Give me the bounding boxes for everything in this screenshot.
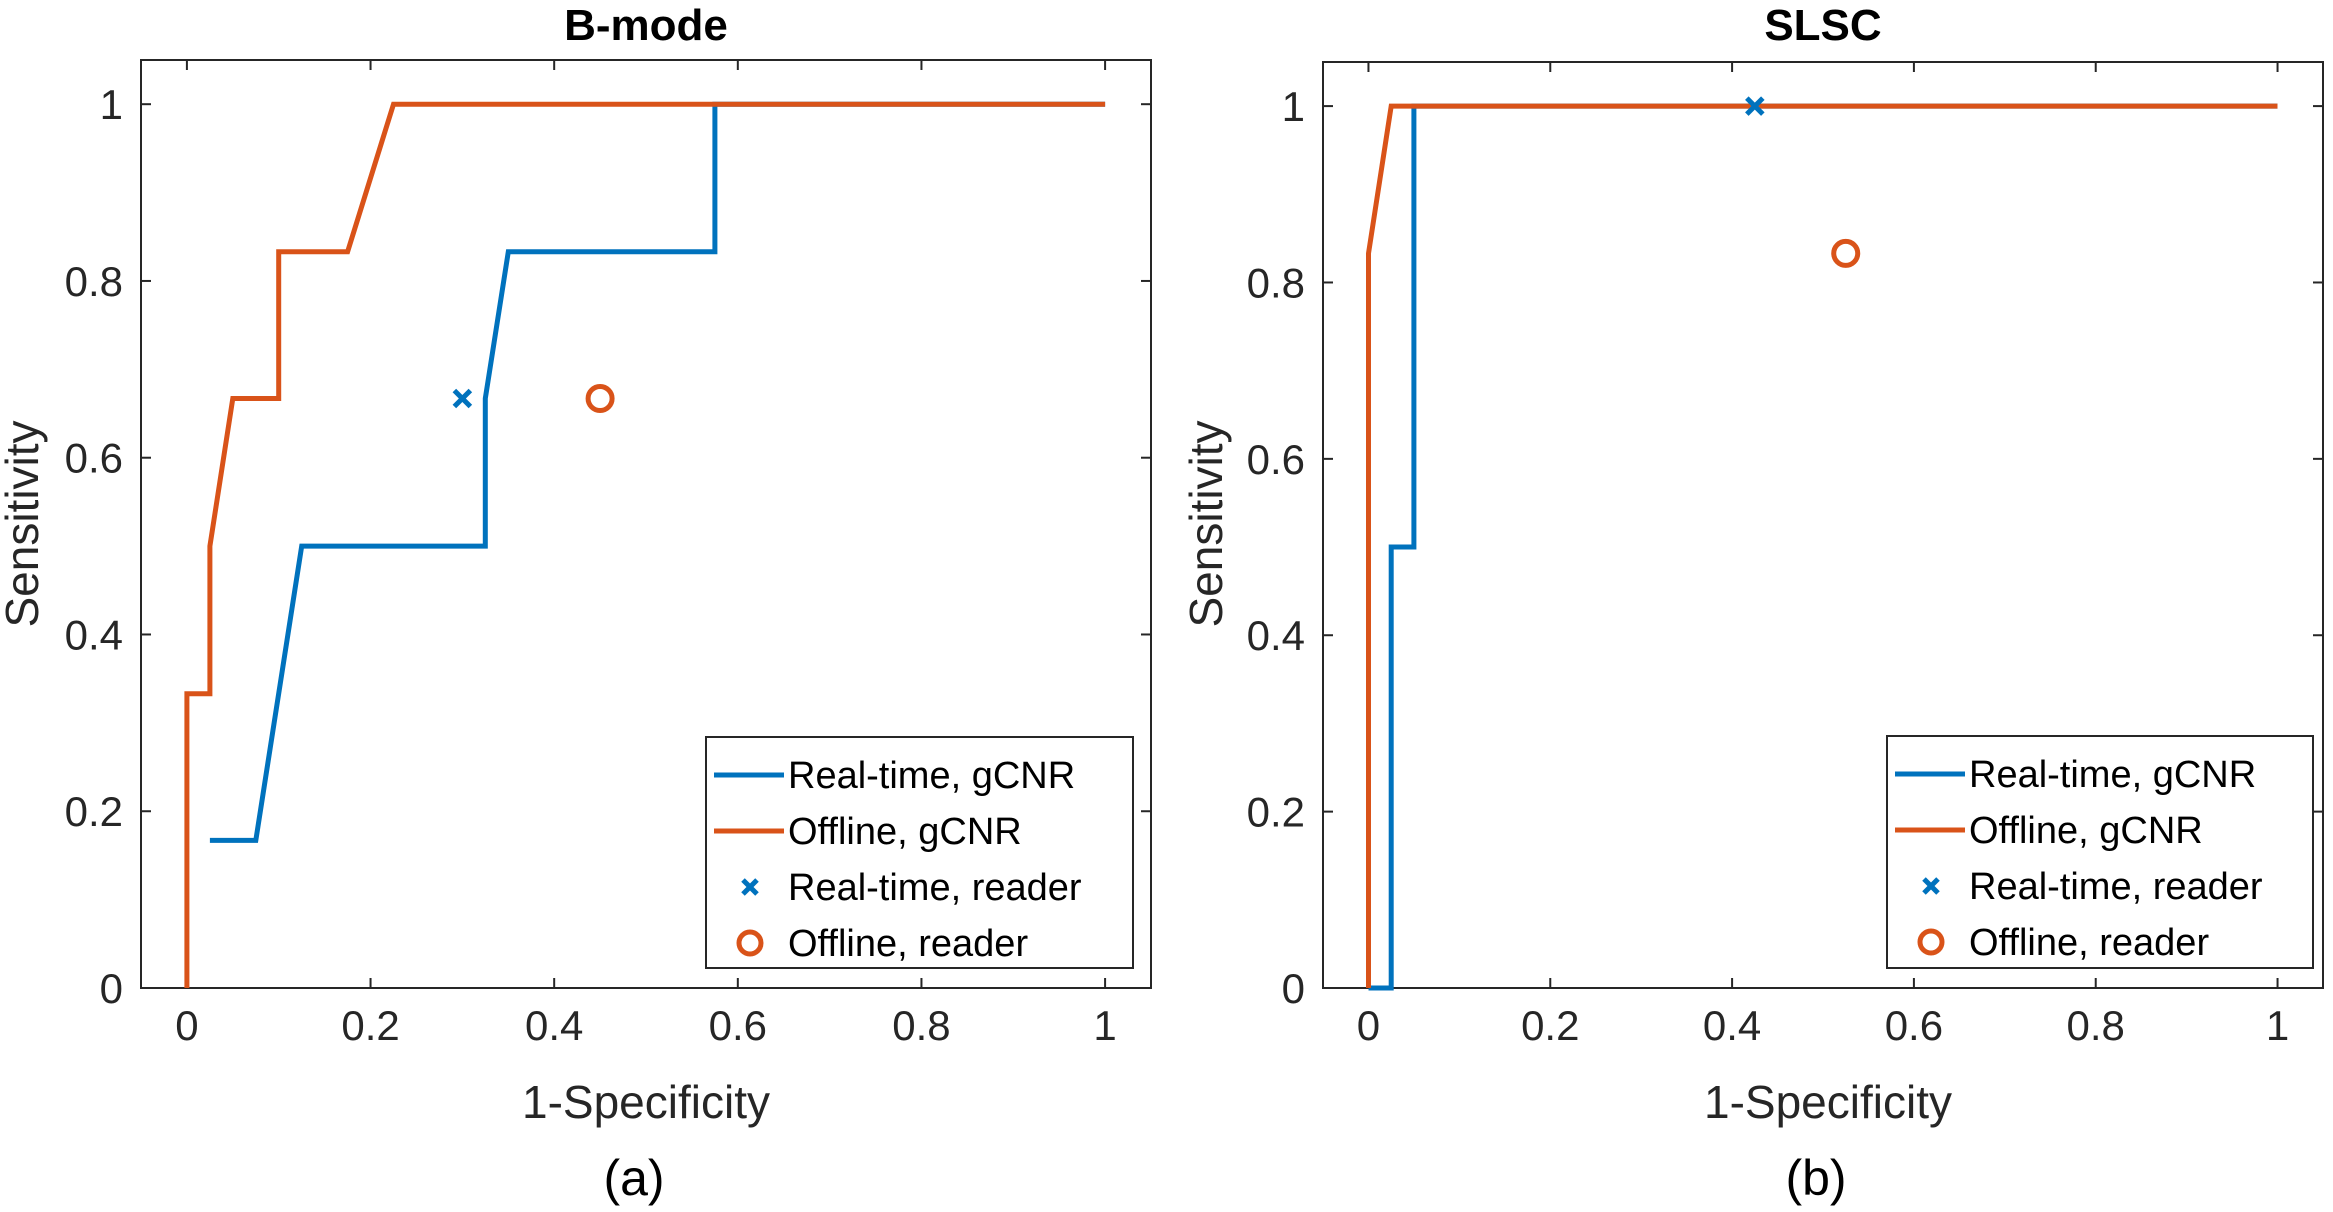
legend-x-marker-icon [1922, 877, 1940, 895]
legend-label: Offline, gCNR [1969, 810, 2203, 852]
panel-b-title: SLSC [1764, 1, 1881, 50]
panel-b-xlabel: 1-Specificity [1704, 1076, 1952, 1128]
y-tick-label: 0.4 [1247, 612, 1305, 659]
x-tick-label: 0.6 [709, 1002, 767, 1049]
legend-circle-marker-icon [1917, 928, 1945, 956]
panel-b-ylabel: Sensitivity [1180, 420, 1232, 627]
panel-a-ylabel: Sensitivity [0, 420, 48, 627]
y-tick-label: 1 [100, 81, 123, 128]
legend-label: Offline, gCNR [788, 811, 1022, 853]
y-tick-label: 0.6 [1247, 436, 1305, 483]
y-tick-label: 0.2 [1247, 789, 1305, 836]
x-tick-label: 0 [175, 1002, 198, 1049]
real-time-reader-marker [1745, 96, 1765, 116]
y-tick-label: 0.8 [65, 258, 123, 305]
x-tick-label: 0 [1357, 1002, 1380, 1049]
x-tick-label: 0.2 [1521, 1002, 1579, 1049]
panel-a-title: B-mode [564, 1, 728, 50]
legend-entry: Real-time, gCNR [1895, 754, 2256, 796]
offline-reader-marker [585, 383, 615, 413]
y-tick-label: 0.2 [65, 788, 123, 835]
panel-b-plot-area: 0 0.2 0.4 0.6 0.8 1 0 0.2 0.4 0.6 0.8 1 Real-time, g… [1247, 61, 2324, 1049]
panel-a-bmode: B-mode 0 0.2 0.4 0.6 0.8 1 0 0.2 0.4 0.6 0.8 1 Real-… [0, 1, 1152, 1206]
y-tick-label: 0.4 [65, 611, 123, 658]
x-tick-label: 0.2 [341, 1002, 399, 1049]
legend-entry: Offline, gCNR [714, 811, 1022, 853]
y-tick-label: 1 [1282, 83, 1305, 130]
legend-label: Real-time, gCNR [1969, 754, 2256, 796]
panel-a-xlabel: 1-Specificity [522, 1076, 770, 1128]
y-tick-label: 0 [1282, 965, 1305, 1012]
legend-entry: Offline, reader [1917, 922, 2209, 964]
x-tick-label: 0.8 [892, 1002, 950, 1049]
y-tick-label: 0.8 [1247, 259, 1305, 306]
y-tick-label: 0 [100, 965, 123, 1012]
legend-label: Offline, reader [788, 923, 1028, 965]
legend-label: Offline, reader [1969, 922, 2209, 964]
legend-label: Real-time, gCNR [788, 755, 1075, 797]
legend-entry: Offline, reader [736, 923, 1028, 965]
legend-entry: Offline, gCNR [1895, 810, 2203, 852]
roc-curve-real-time-gcnr [209, 101, 1106, 843]
legend: Real-time, gCNR Offline, gCNR Real-time, r… [705, 736, 1134, 969]
legend-label: Real-time, reader [788, 867, 1082, 909]
roc-curve-offline-gcnr [1366, 103, 2278, 988]
offline-reader-marker [1831, 238, 1861, 268]
x-tick-label: 1 [1093, 1002, 1116, 1049]
legend-entry: Real-time, reader [741, 867, 1082, 909]
legend-entry: Real-time, reader [1922, 866, 2263, 908]
panel-b-slsc: SLSC 0 0.2 0.4 0.6 0.8 1 0 0.2 0.4 0.6 0.8 1 Real-ti… [1180, 1, 2324, 1206]
legend: Real-time, gCNR Offline, gCNR Real-time, r… [1886, 735, 2314, 969]
roc-curve-offline-gcnr [184, 101, 1106, 988]
legend-entry: Real-time, gCNR [714, 755, 1075, 797]
x-tick-label: 0.4 [1703, 1002, 1761, 1049]
real-time-reader-marker [452, 388, 473, 409]
legend-label: Real-time, reader [1969, 866, 2263, 908]
panel-b-caption: (b) [1785, 1150, 1846, 1206]
panel-a-plot-area: 0 0.2 0.4 0.6 0.8 1 0 0.2 0.4 0.6 0.8 1 Real-time, g… [65, 59, 1152, 1049]
legend-x-marker-icon [741, 878, 759, 896]
x-tick-label: 1 [2266, 1002, 2289, 1049]
y-tick-label: 0.6 [65, 435, 123, 482]
x-tick-label: 0.8 [2067, 1002, 2125, 1049]
panel-a-caption: (a) [603, 1150, 664, 1206]
legend-circle-marker-icon [736, 929, 764, 957]
x-tick-label: 0.6 [1885, 1002, 1943, 1049]
x-tick-label: 0.4 [525, 1002, 583, 1049]
